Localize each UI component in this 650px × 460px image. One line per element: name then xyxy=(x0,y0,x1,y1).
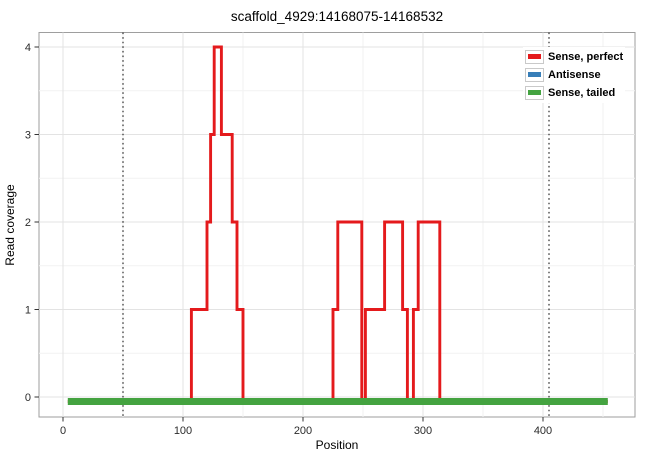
chart-title: scaffold_4929:14168075-14168532 xyxy=(230,9,444,24)
legend-swatch xyxy=(528,90,541,95)
y-tick-label: 2 xyxy=(25,217,31,229)
legend-entry: Sense, perfect xyxy=(525,48,623,65)
legend-key xyxy=(525,85,544,100)
legend-label: Sense, perfect xyxy=(548,50,624,63)
legend-swatch xyxy=(528,72,541,77)
legend: Sense, perfect Antisense Sense, tailed xyxy=(523,47,626,103)
y-tick-label: 0 xyxy=(25,392,31,404)
y-tick-label: 4 xyxy=(25,42,31,54)
legend-label: Antisense xyxy=(548,68,601,81)
y-tick-label: 1 xyxy=(25,305,31,317)
legend-key xyxy=(525,49,544,64)
x-axis-label: Position xyxy=(315,438,359,452)
x-tick-label: 400 xyxy=(534,425,552,437)
legend-entry: Antisense xyxy=(525,66,623,83)
y-tick-label: 3 xyxy=(25,130,31,142)
legend-label: Sense, tailed xyxy=(548,86,616,99)
x-tick-label: 300 xyxy=(414,425,432,437)
legend-swatch xyxy=(528,54,541,59)
legend-key xyxy=(525,67,544,82)
x-tick-label: 0 xyxy=(60,425,66,437)
y-axis-label: Read coverage xyxy=(3,184,17,266)
x-tick-label: 200 xyxy=(294,425,312,437)
legend-entry: Sense, tailed xyxy=(525,84,623,101)
x-tick-label: 100 xyxy=(174,425,192,437)
